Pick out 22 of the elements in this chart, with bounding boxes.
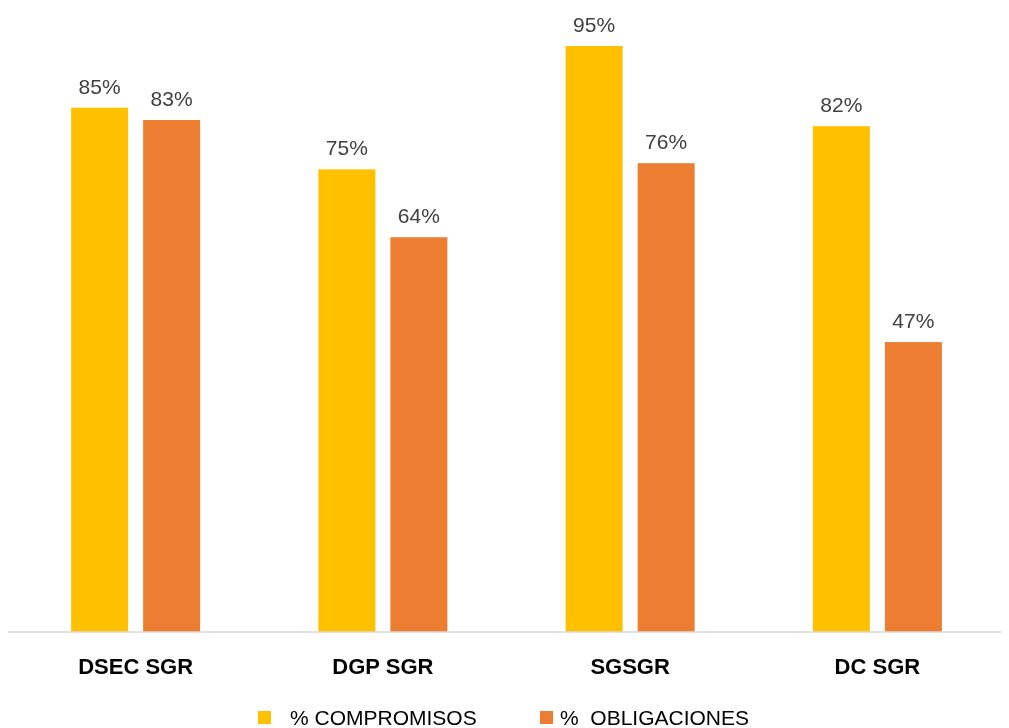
bar	[71, 107, 129, 632]
legend-label: % OBLIGACIONES	[560, 706, 750, 728]
bar	[390, 237, 448, 632]
x-tick-label: DSEC SGR	[78, 654, 194, 679]
data-label: 47%	[892, 309, 935, 333]
data-label: 82%	[820, 93, 863, 117]
bar	[143, 120, 201, 632]
x-tick-label: SGSGR	[590, 654, 670, 679]
x-tick-label: DC SGR	[834, 654, 921, 679]
bar	[812, 126, 870, 632]
data-label: 75%	[325, 136, 368, 160]
data-label: 95%	[573, 13, 616, 36]
bar	[637, 163, 695, 632]
bar	[884, 342, 942, 632]
data-label: 85%	[78, 74, 121, 98]
x-tick-label: DGP SGR	[332, 654, 434, 679]
legend-label: % COMPROMISOS	[290, 706, 477, 728]
data-label: 64%	[397, 204, 440, 228]
data-label: 76%	[645, 130, 688, 154]
bar	[565, 46, 623, 632]
data-label: 83%	[150, 87, 193, 111]
bar	[318, 169, 376, 632]
